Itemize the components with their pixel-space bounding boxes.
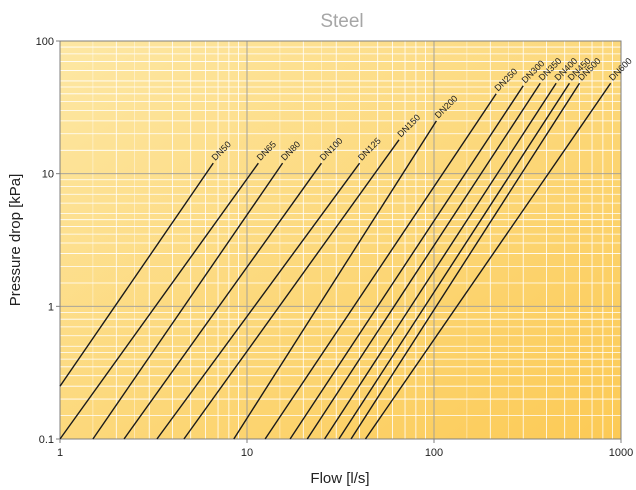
x-axis-label: Flow [l/s] xyxy=(310,470,369,487)
plot-area xyxy=(60,41,621,439)
series-line-dn65 xyxy=(59,162,259,440)
series-line-dn80 xyxy=(92,162,284,440)
series-line-dn100 xyxy=(123,162,322,440)
y-tick-label: 1 xyxy=(48,301,54,313)
y-tick-label: 10 xyxy=(42,169,54,181)
series-line-dn150 xyxy=(183,139,400,440)
grid xyxy=(60,41,621,439)
x-tick-label: 1 xyxy=(57,447,63,459)
series-line-dn250 xyxy=(264,93,497,440)
series-line-dn400 xyxy=(324,82,557,440)
series-line-dn600 xyxy=(364,82,612,440)
x-tick-label: 1000 xyxy=(609,447,633,459)
series-line-dn450 xyxy=(338,82,571,440)
y-tick-label: 100 xyxy=(36,36,54,48)
series-line-dn500 xyxy=(350,82,581,440)
y-axis-label: Pressure drop [kPa] xyxy=(7,174,24,307)
series-line-dn50 xyxy=(59,162,214,387)
series-line-dn200 xyxy=(233,120,437,440)
plot-frame xyxy=(59,40,622,440)
series-lines xyxy=(59,82,612,440)
y-tick-label: 0.1 xyxy=(39,434,54,446)
chart-title: Steel xyxy=(320,11,363,32)
x-tick-label: 10 xyxy=(241,447,253,459)
series-line-dn300 xyxy=(289,85,524,440)
series-line-dn350 xyxy=(306,82,541,440)
series-line-dn125 xyxy=(156,162,361,440)
x-tick-label: 100 xyxy=(425,447,443,459)
